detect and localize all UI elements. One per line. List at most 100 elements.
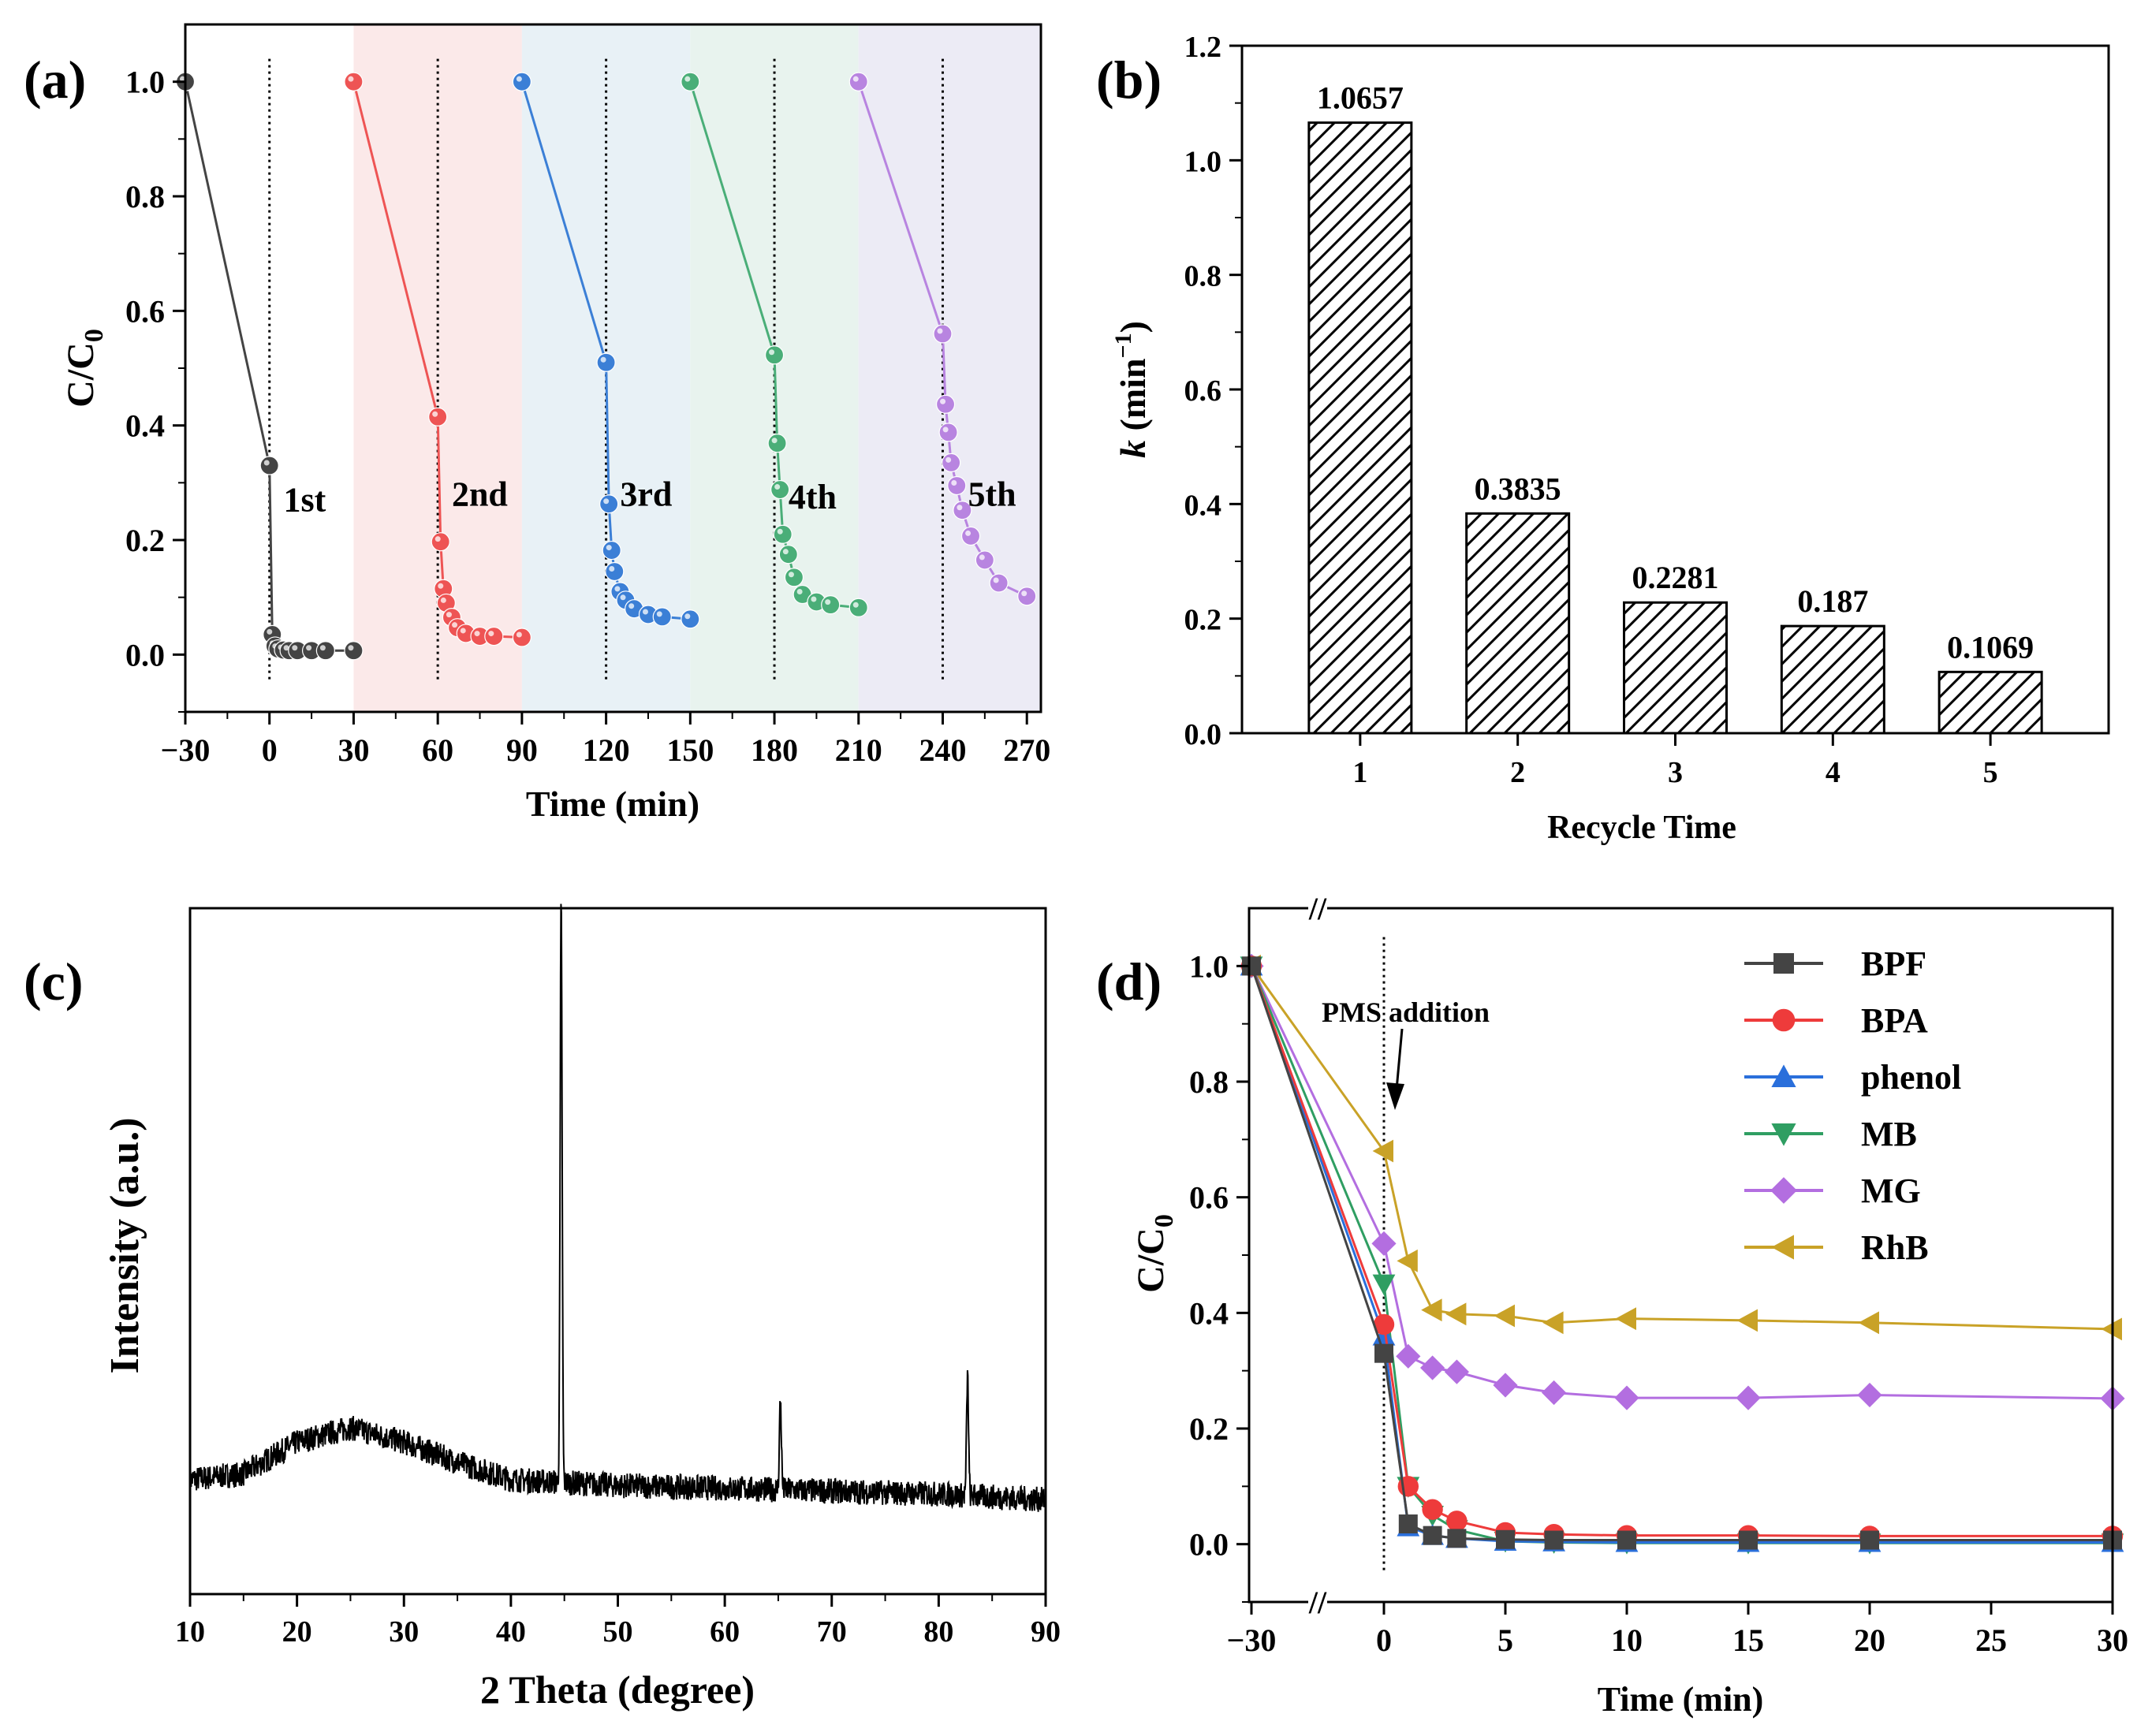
legend-label: phenol [1861, 1058, 1961, 1097]
panel-c-frame [188, 907, 1047, 1596]
panel-b-y-axis-label: k (min−1) [1110, 321, 1153, 458]
data-point-highlight [852, 602, 859, 608]
data-point [431, 532, 450, 552]
data-point [484, 626, 504, 646]
data-point-highlight [474, 631, 480, 637]
data-point-highlight [452, 622, 458, 628]
marker-diamond [1614, 1385, 1639, 1410]
panel-d-annotation-arrow [1386, 1028, 1404, 1110]
x-tick-label: 270 [1003, 732, 1050, 768]
series-2nd: 2nd [344, 72, 531, 647]
x-tick-label: 30 [338, 732, 369, 768]
marker-triangle-left [1736, 1309, 1758, 1332]
data-point-highlight [825, 599, 831, 605]
bar-5 [1937, 670, 2043, 735]
bar-group-2: 0.3835 [1465, 471, 1571, 735]
x-tick-label: 25 [1975, 1622, 2007, 1658]
marker-square [1447, 1529, 1467, 1548]
panel-b-y-axis-label-close: ) [1113, 321, 1153, 333]
bar-group-4: 0.187 [1780, 583, 1885, 735]
panel-d-series [1239, 953, 2125, 1555]
bar-group-3: 0.2281 [1623, 560, 1728, 735]
legend-item-BPA: BPA [1744, 1001, 1928, 1040]
data-point [947, 475, 967, 496]
data-point-highlight [516, 76, 522, 82]
data-point [599, 494, 619, 514]
data-point-highlight [263, 460, 270, 466]
data-point-highlight [614, 586, 621, 592]
x-tick-label: 180 [751, 732, 798, 768]
marker-square [1860, 1530, 1879, 1550]
panel-d-y-axis-label: C/C0 [1130, 1214, 1179, 1293]
marker-triangle-left [1372, 1139, 1393, 1163]
data-point-highlight [771, 438, 778, 444]
x-tick-label: 20 [282, 1615, 312, 1648]
series-line-MB [1250, 965, 2113, 1544]
y-tick-label: 0.0 [1184, 718, 1222, 751]
axis-break-top-gap [1308, 899, 1327, 918]
x-tick-label: 90 [506, 732, 538, 768]
marker-square [1617, 1530, 1636, 1550]
legend-label: MB [1861, 1115, 1917, 1153]
data-point [848, 598, 868, 617]
legend-item-BPF: BPF [1744, 944, 1926, 983]
marker-triangle-left [1858, 1311, 1879, 1335]
data-point-highlight [434, 536, 441, 542]
data-point-highlight [440, 597, 446, 603]
marker-diamond [1371, 1231, 1397, 1256]
data-point-highlight [438, 583, 444, 589]
marker-circle [1772, 1008, 1796, 1032]
marker-diamond [1420, 1355, 1445, 1380]
data-point [935, 394, 956, 414]
legend-label: MG [1861, 1172, 1921, 1210]
data-point [764, 345, 785, 365]
bar-value-label: 0.3835 [1475, 471, 1561, 506]
bar-3 [1623, 601, 1728, 735]
marker-square [1374, 1343, 1393, 1363]
data-point-highlight [684, 613, 691, 620]
y-tick-label: 0.6 [1189, 1180, 1229, 1216]
panel-c-x-axis-label: 2 Theta (degree) [480, 1667, 755, 1712]
series-BPA [1240, 956, 2124, 1547]
panel-a-label: (a) [24, 50, 86, 110]
data-point [770, 479, 790, 500]
x-tick-label: 1 [1352, 756, 1367, 789]
data-point-highlight [940, 398, 946, 404]
data-point [605, 561, 625, 582]
data-point [938, 423, 958, 442]
cycle-label-3rd: 3rd [620, 475, 672, 513]
data-point-highlight [267, 628, 273, 635]
panel-a-y-axis-label-main: C/C [60, 342, 102, 408]
y-tick-label: 1.0 [1184, 145, 1222, 178]
data-point-highlight [283, 645, 289, 651]
data-point-highlight [628, 603, 635, 609]
data-point-highlight [306, 645, 312, 651]
data-point [512, 72, 531, 91]
marker-diamond [1396, 1343, 1421, 1369]
marker-triangle-up [1771, 1064, 1796, 1087]
panel-b-x-ticks: 1 2 3 4 5 [1352, 733, 1998, 789]
data-point-highlight [292, 645, 298, 651]
marker-square [1496, 1529, 1515, 1549]
data-point-highlight [942, 427, 949, 433]
marker-square [1739, 1530, 1758, 1550]
data-point-highlight [319, 645, 326, 651]
data-point-highlight [769, 349, 775, 356]
panel-a-y-axis-label-sub: 0 [80, 329, 109, 342]
x-tick-label: 5 [1983, 756, 1998, 789]
data-point-highlight [606, 545, 612, 551]
data-point [596, 352, 616, 372]
data-point-highlight [1021, 590, 1027, 597]
x-tick-label: 120 [583, 732, 630, 768]
data-point [933, 324, 953, 344]
axis-break-bottom-gap [1308, 1593, 1327, 1611]
data-point-highlight [609, 565, 615, 572]
data-point-highlight [516, 631, 522, 638]
x-tick-label: 80 [923, 1615, 953, 1648]
data-point-highlight [957, 505, 963, 511]
data-point-highlight [993, 577, 999, 583]
x-tick-label: 5 [1497, 1622, 1513, 1658]
y-tick-label: 0.2 [1184, 604, 1222, 637]
data-point [259, 456, 279, 475]
